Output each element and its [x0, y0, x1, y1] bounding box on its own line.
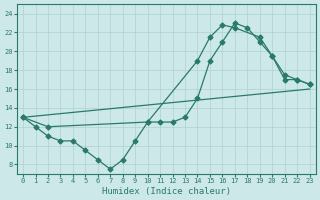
- X-axis label: Humidex (Indice chaleur): Humidex (Indice chaleur): [102, 187, 231, 196]
